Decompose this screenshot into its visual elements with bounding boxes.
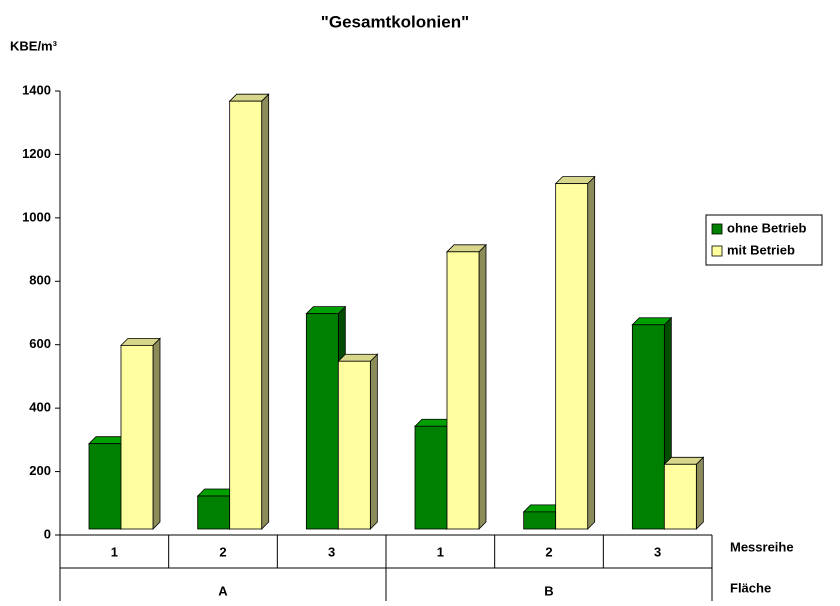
group-axis-label: Fläche <box>730 580 771 595</box>
x-tick-label: 2 <box>219 544 226 559</box>
group-label: A <box>218 583 228 598</box>
legend <box>705 214 823 266</box>
legend-swatch <box>711 245 723 257</box>
x-tick-label: 1 <box>437 544 444 559</box>
bar <box>337 360 371 530</box>
bar <box>414 425 448 530</box>
x-tick-label: 3 <box>654 544 661 559</box>
bar-side <box>369 353 378 530</box>
y-axis-label: KBE/m³ <box>10 38 58 53</box>
bar <box>197 495 231 530</box>
bar-side <box>152 337 161 530</box>
x-axis-label: Messreihe <box>730 539 794 554</box>
y-tick-label: 400 <box>29 400 51 415</box>
bar-top <box>663 456 705 465</box>
y-tick-label: 200 <box>29 463 51 478</box>
bar-side <box>478 243 487 530</box>
bar <box>120 344 154 530</box>
y-tick-label: 1000 <box>22 209 51 224</box>
y-tick-label: 1400 <box>22 82 51 97</box>
bar <box>88 443 122 530</box>
bar-top <box>554 176 596 185</box>
legend-label: ohne Betrieb <box>727 220 807 235</box>
bar-side <box>261 93 270 530</box>
bar-side <box>695 456 704 530</box>
y-tick-label: 0 <box>44 526 51 541</box>
bar-top <box>228 93 270 102</box>
legend-label: mit Betrieb <box>727 242 795 257</box>
x-tick-label: 3 <box>328 544 335 559</box>
x-tick-label: 1 <box>111 544 118 559</box>
group-label: B <box>544 583 553 598</box>
bar <box>555 183 589 530</box>
bar-top <box>337 353 379 362</box>
bar-top <box>631 317 673 326</box>
bar-side <box>587 175 596 530</box>
bar <box>305 313 339 530</box>
y-tick-label: 1200 <box>22 146 51 161</box>
bar-top <box>305 306 347 315</box>
bar-top <box>446 244 487 253</box>
bar <box>663 463 697 530</box>
x-tick-label: 2 <box>545 544 552 559</box>
y-tick-label: 800 <box>29 273 51 288</box>
bar <box>523 511 557 530</box>
bar-top <box>120 337 161 346</box>
legend-swatch <box>711 223 723 235</box>
y-tick-label: 600 <box>29 336 51 351</box>
chart-title: "Gesamtkolonien" <box>321 12 469 31</box>
bar <box>229 100 263 530</box>
bar <box>446 251 480 530</box>
bar <box>631 324 665 530</box>
